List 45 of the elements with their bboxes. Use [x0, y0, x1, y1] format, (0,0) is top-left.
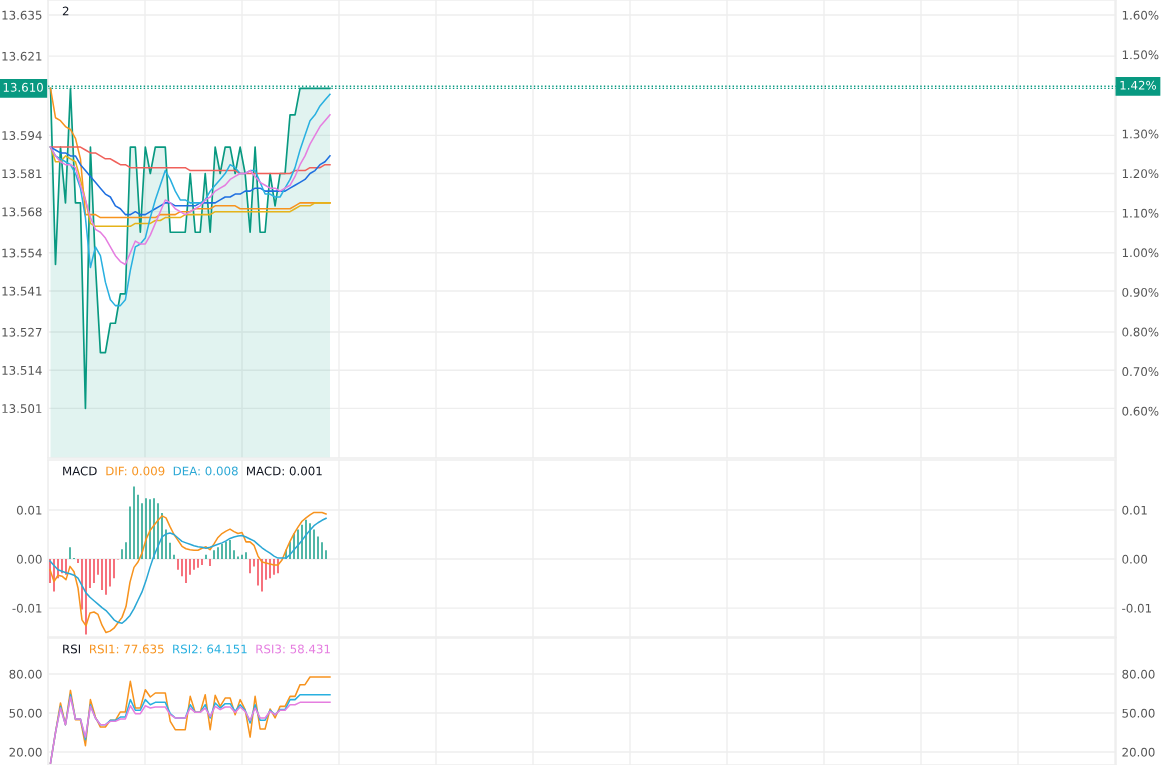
y2-tick-label: 1.20% — [1122, 169, 1159, 179]
y2-tick-label: 80.00 — [1122, 669, 1155, 679]
y2-tick-label: 1.10% — [1122, 208, 1159, 218]
y2-tick-label: 1.50% — [1122, 50, 1159, 60]
y-tick-label: 13.541 — [2, 286, 42, 296]
y-tick-label: 13.527 — [2, 327, 42, 337]
y-tick-label: 50.00 — [9, 708, 42, 718]
y-tick-label: -0.01 — [12, 603, 42, 613]
y2-tick-label: 0.01 — [1122, 505, 1147, 515]
y-tick-label: 13.635 — [2, 10, 42, 20]
text: DIF: 0.009 — [106, 466, 165, 476]
y2-tick-label: 20.00 — [1122, 747, 1155, 757]
annotation: MACD: 0.001 — [247, 466, 322, 476]
y-tick-label: 13.501 — [2, 404, 42, 414]
y-tick-label: 13.594 — [2, 131, 42, 140]
text: DEA: 0.008 — [173, 466, 238, 476]
y2-tick-label: 0.00 — [1122, 554, 1148, 564]
chart-title: RSI — [63, 644, 81, 654]
y2-tick-label: 0.80% — [1122, 327, 1159, 337]
y2-tick-label: 1.00% — [1122, 248, 1159, 258]
y-tick-label: 0.00 — [16, 554, 42, 564]
ref-line-label: 13.610 — [3, 82, 43, 92]
text: RSI3: 58.431 — [256, 644, 330, 654]
y2-tick-label: 0.60% — [1122, 406, 1159, 416]
annotation: 2 — [62, 6, 69, 16]
text: RSI1: 77.635 — [90, 644, 164, 654]
text: RSI2: 64.151 — [173, 644, 247, 654]
y2-tick-label: 0.70% — [1122, 367, 1159, 377]
y-tick-label: 13.568 — [2, 207, 42, 217]
y2-tick-label: 1.60% — [1122, 10, 1159, 20]
y-tick-label: 13.514 — [2, 365, 42, 375]
y-tick-label: 13.554 — [2, 248, 42, 258]
y2-tick-label: 50.00 — [1122, 708, 1155, 718]
y-tick-label: 13.581 — [2, 169, 42, 179]
y2-tick-label: 0.90% — [1122, 287, 1159, 297]
line-series — [49, 114, 331, 266]
y-tick-label: 80.00 — [9, 669, 42, 679]
y2-tick-label: -0.01 — [1122, 603, 1152, 613]
y2-tick-label: 1.30% — [1122, 129, 1159, 139]
line-series — [49, 146, 331, 175]
ref-line-label: 1.42% — [1120, 80, 1157, 90]
y-tick-label: 0.01 — [16, 505, 42, 515]
y-tick-label: 13.621 — [2, 51, 42, 61]
chart-title: MACD — [63, 466, 97, 476]
y-tick-label: 20.00 — [9, 747, 42, 757]
